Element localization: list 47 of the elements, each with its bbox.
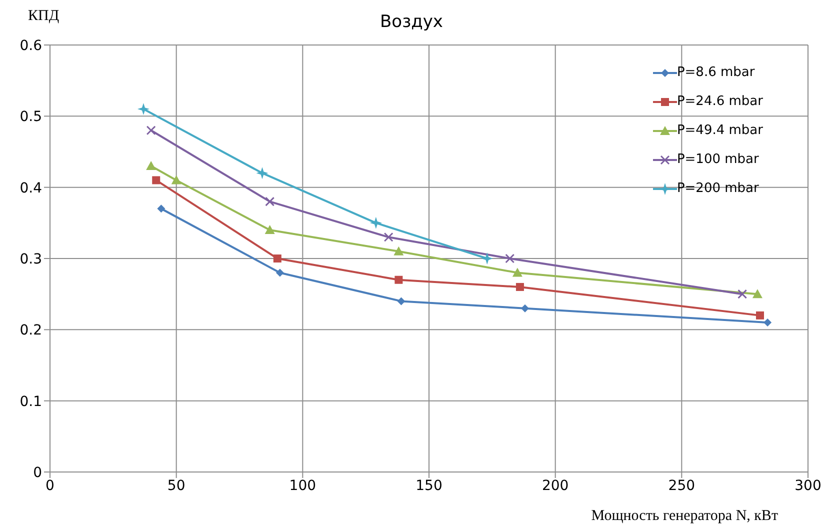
point [256, 168, 268, 178]
x-tick-label: 50 [167, 478, 186, 494]
point [171, 175, 182, 184]
legend-label: P=24.6 mbar [676, 94, 763, 109]
point [276, 268, 284, 277]
x-tick-label: 0 [46, 478, 54, 494]
point [756, 311, 764, 320]
point [394, 276, 403, 284]
legend-label: P=100 mbar [676, 152, 759, 167]
x-tick-label: 200 [542, 478, 569, 494]
y-tick-label: 0.3 [20, 251, 42, 268]
point [146, 160, 156, 170]
x-axis-title: Мощность генератора N, кВт [591, 508, 778, 525]
point [273, 254, 282, 262]
point [370, 218, 382, 228]
point [752, 289, 762, 298]
y-tick-label: 0.4 [20, 180, 42, 196]
point [138, 104, 149, 114]
point [397, 297, 406, 306]
point [265, 196, 275, 206]
point [264, 225, 275, 234]
point [738, 289, 748, 299]
y-tick-label: 0.5 [20, 109, 42, 126]
y-tick-label: 0.6 [20, 38, 42, 54]
point [512, 268, 522, 277]
x-tick-label: 150 [416, 478, 442, 494]
point [521, 304, 530, 312]
point [764, 318, 772, 327]
chart-title: Воздух [380, 12, 443, 32]
x-tick-label: 300 [794, 478, 822, 494]
x-tick-label: 250 [668, 478, 696, 494]
y-tick-label: 0.1 [20, 394, 42, 410]
point [157, 204, 166, 213]
point [384, 232, 394, 242]
x-tick-label: 100 [289, 478, 316, 494]
y-tick-label: 0.2 [20, 322, 42, 339]
y-tick-label: 0 [33, 464, 42, 481]
legend-label: P=200 mbar [676, 181, 759, 196]
point [482, 253, 492, 264]
point [394, 246, 404, 256]
legend-label: P=49.4 mbar [676, 123, 763, 138]
legend-label: P=8.6 mbar [676, 65, 755, 80]
point [505, 254, 515, 264]
point [516, 282, 524, 291]
point [146, 126, 156, 136]
y-axis-title: КПД [28, 8, 60, 25]
point [152, 176, 160, 184]
